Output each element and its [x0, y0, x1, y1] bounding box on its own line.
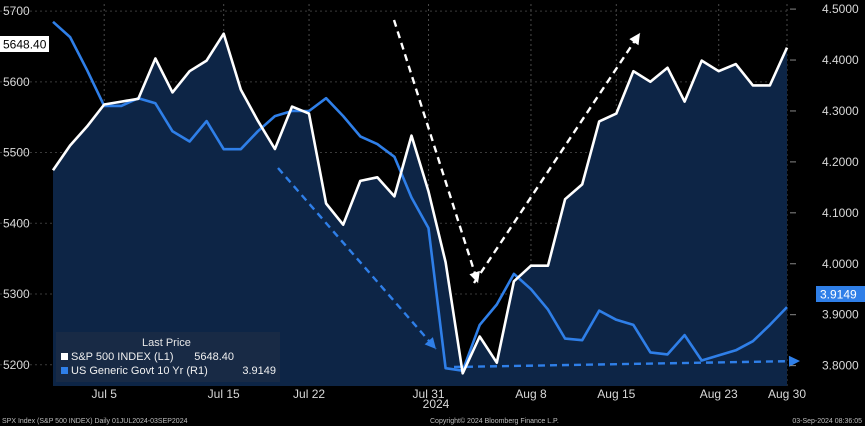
- right-tick-label: 4.3000: [822, 104, 859, 118]
- left-tick-label: 5700: [3, 4, 30, 18]
- x-tick-label: Aug 30: [768, 387, 806, 401]
- yield-last-value-label: 3.9149: [816, 286, 865, 302]
- x-tick-label: Jul 15: [208, 387, 240, 401]
- spx-area: [53, 33, 787, 386]
- left-tick-label: 5400: [3, 216, 30, 230]
- right-tick-label: 4.4000: [822, 53, 859, 67]
- right-tick-label: 3.9000: [822, 308, 859, 322]
- blue-flat-arrow: [453, 359, 801, 369]
- legend-value-yield: 3.9149: [242, 365, 276, 377]
- legend: Last Price S&P 500 INDEX (L1) 5648.40 US…: [56, 332, 280, 382]
- x-tick-label: Jul 31: [413, 387, 445, 401]
- legend-value-spx: 5648.40: [194, 351, 234, 363]
- blue-down-arrow: [277, 167, 437, 350]
- blue-down-arrow-head: [424, 337, 436, 349]
- yield-last-value: 3.9149: [820, 288, 857, 302]
- x-axis-year: 2024: [423, 397, 450, 411]
- x-tick-label: Jul 22: [293, 387, 325, 401]
- x-tick-label: Aug 15: [597, 387, 635, 401]
- legend-swatch-yield: [61, 367, 68, 374]
- white-up-arrow: [473, 32, 641, 284]
- trend-arrows: [277, 19, 801, 369]
- x-tick-label: Jul 5: [92, 387, 118, 401]
- treasury-yield-line: [52, 20, 788, 373]
- left-tick-label: 5200: [3, 358, 30, 372]
- left-tick-label: 5600: [3, 75, 30, 89]
- legend-label-yield: US Generic Govt 10 Yr (R1): [71, 365, 208, 377]
- spx-last-value-label: 5648.40: [0, 36, 49, 52]
- right-tick-label: 4.2000: [822, 155, 859, 169]
- white-down-arrow: [392, 19, 480, 284]
- footer-left: SPX Index (S&P 500 INDEX) Daily 01JUL202…: [2, 418, 188, 425]
- footer-right: 03-Sep-2024 08:36:05: [792, 418, 862, 425]
- legend-label-spx: S&P 500 INDEX (L1): [71, 351, 174, 363]
- left-tick-label: 5500: [3, 146, 30, 160]
- right-tick-label: 3.8000: [822, 359, 859, 373]
- legend-swatch-spx: [61, 353, 68, 360]
- right-tick-label: 4.5000: [822, 2, 859, 16]
- right-tick-label: 4.1000: [822, 206, 859, 220]
- blue-flat-arrow-head: [788, 355, 800, 367]
- legend-title: Last Price: [142, 337, 191, 349]
- right-axis-ticks: 4.5000 4.4000 4.3000 4.2000 4.1000 4.0000 3.90…: [790, 2, 859, 373]
- spx-last-value: 5648.40: [3, 38, 47, 52]
- left-tick-label: 5300: [3, 287, 30, 301]
- x-tick-label: Aug 23: [700, 387, 738, 401]
- spx-line: [51, 32, 789, 375]
- white-up-arrow-head: [629, 33, 640, 46]
- x-axis-ticks: Jul 5 Jul 15 Jul 22 Jul 31 Aug 8 Aug 15 Aug 23…: [92, 387, 807, 401]
- x-tick-label: Aug 8: [515, 387, 547, 401]
- footer-center: Copyright© 2024 Bloomberg Finance L.P.: [430, 417, 559, 425]
- left-axis-ticks: 5700 5600 5500 5400 5300 5200: [3, 4, 30, 372]
- right-tick-label: 4.0000: [822, 257, 859, 271]
